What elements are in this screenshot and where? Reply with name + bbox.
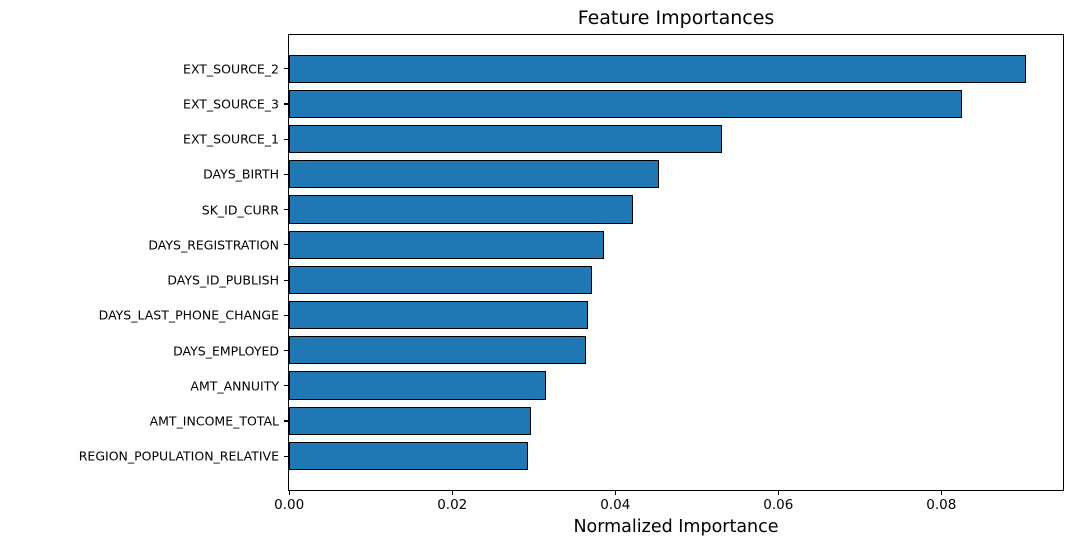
x-axis-label: Normalized Importance: [573, 517, 779, 537]
y-tick-label: DAYS_REGISTRATION: [148, 237, 279, 253]
y-tick-mark: [283, 385, 288, 387]
y-tick-label: AMT_INCOME_TOTAL: [149, 413, 279, 429]
bar-days_last_phone_change: [289, 301, 589, 330]
y-tick-mark: [283, 173, 288, 176]
bar-days_id_publish: [289, 265, 593, 294]
x-tick-mark: [288, 491, 290, 495]
y-tick-label: EXT_SOURCE_2: [183, 61, 279, 77]
bar-ext_source_2: [289, 54, 1026, 83]
y-tick-label: EXT_SOURCE_1: [183, 131, 279, 147]
bar-days_employed: [289, 336, 586, 365]
y-tick-mark: [283, 103, 288, 105]
bar-ext_source_1: [289, 124, 722, 154]
y-tick-mark: [283, 349, 288, 352]
bar-amt_income_total: [289, 406, 532, 435]
plot-area: [288, 34, 1064, 491]
y-tick-label: EXT_SOURCE_3: [183, 96, 279, 112]
x-tick-label: 0.04: [600, 497, 631, 513]
bar-sk_id_curr: [289, 195, 633, 224]
bar-region_population_relative: [289, 441, 528, 471]
bar-days_registration: [289, 230, 605, 259]
bar-days_birth: [289, 160, 660, 189]
y-tick-mark: [283, 68, 288, 70]
y-tick-mark: [283, 420, 288, 422]
bar-amt_annuity: [289, 371, 546, 400]
y-tick-mark: [283, 455, 288, 457]
chart-title: Feature Importances: [577, 7, 775, 29]
x-tick-mark: [614, 491, 616, 495]
y-tick-label: DAYS_ID_PUBLISH: [167, 272, 279, 288]
x-tick-label: 0.02: [437, 497, 468, 513]
x-tick-mark: [777, 491, 779, 495]
y-tick-label: DAYS_BIRTH: [203, 166, 279, 182]
x-tick-mark: [451, 491, 453, 495]
y-tick-mark: [283, 138, 288, 140]
y-tick-mark: [283, 279, 288, 281]
y-tick-mark: [283, 209, 288, 211]
x-tick-label: 0.00: [274, 497, 305, 513]
y-tick-label: DAYS_EMPLOYED: [173, 343, 279, 359]
bar-ext_source_3: [289, 89, 962, 118]
y-tick-mark: [283, 314, 288, 316]
y-tick-label: SK_ID_CURR: [201, 202, 279, 218]
x-tick-label: 0.08: [926, 497, 957, 513]
y-tick-mark: [283, 244, 288, 246]
y-tick-label: DAYS_LAST_PHONE_CHANGE: [98, 307, 279, 323]
y-tick-label: REGION_POPULATION_RELATIVE: [78, 448, 279, 464]
x-tick-label: 0.06: [763, 497, 794, 513]
x-tick-mark: [940, 491, 942, 495]
y-tick-label: AMT_ANNUITY: [190, 378, 279, 394]
